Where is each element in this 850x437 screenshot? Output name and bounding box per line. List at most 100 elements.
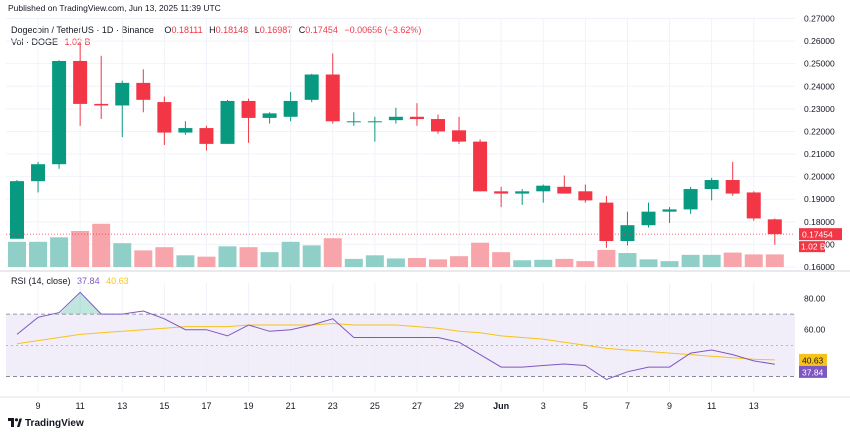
price-tick-label: 0.23000	[804, 104, 835, 114]
time-tick-label: 23	[328, 401, 338, 411]
candle-body	[599, 202, 614, 242]
candle-body	[346, 121, 361, 123]
time-tick-label: 9	[667, 401, 672, 411]
volume-badge-label: 1.02 B	[801, 242, 826, 252]
low-label: L	[254, 25, 260, 35]
time-tick-label: 27	[412, 401, 422, 411]
candle-body	[746, 192, 761, 219]
time-tick-label: 9	[36, 401, 41, 411]
candle-body	[473, 141, 488, 192]
volume-bar	[8, 241, 26, 267]
time-tick-label: 29	[454, 401, 464, 411]
volume-bar	[386, 258, 405, 267]
time-tick-label: 21	[286, 401, 296, 411]
candle-body	[494, 191, 509, 194]
candle-body	[557, 186, 572, 194]
symbol-name: Dogecoin / TetherUS · 1D · Binance	[11, 25, 154, 35]
open-value: 0.18111	[171, 25, 203, 35]
volume-bar	[765, 254, 784, 267]
time-tick-label: 11	[707, 401, 716, 411]
last-price-badge	[799, 228, 842, 241]
candle-body	[409, 116, 424, 120]
volume-bar	[429, 259, 447, 267]
volume-bar	[702, 254, 721, 267]
candle-body	[136, 82, 151, 100]
time-tick-label: 5	[583, 401, 588, 411]
volume-bar	[576, 261, 595, 267]
rsi-ma-value: 40.63	[106, 276, 129, 286]
time-tick-label: 3	[541, 401, 546, 411]
time-tick-label: 11	[75, 401, 84, 411]
volume-bar	[681, 254, 700, 267]
rsi-value: 37.84	[77, 276, 100, 286]
last-price-label: 0.17454	[802, 230, 833, 240]
candle-body	[388, 116, 403, 121]
time-tick-label: Jun	[493, 401, 509, 411]
high-label: H	[209, 25, 216, 35]
volume-bar	[113, 243, 132, 267]
price-tick-label: 0.27000	[804, 14, 835, 24]
footer-brand: TradingView	[25, 418, 84, 429]
price-tick-label: 0.26000	[804, 36, 835, 46]
volume-label: Vol · DOGE	[11, 37, 59, 47]
volume-bar	[71, 231, 90, 267]
volume-bar	[618, 253, 637, 267]
candle-body	[262, 113, 277, 118]
price-tick-label: 0.25000	[804, 59, 835, 69]
volume-bar	[134, 250, 153, 267]
rsi-label: RSI (14, close)	[11, 276, 71, 286]
candle-body	[767, 219, 782, 235]
candle-body	[31, 164, 46, 182]
candle-body	[157, 102, 172, 133]
candle-body	[662, 209, 677, 212]
candle-body	[431, 119, 445, 132]
volume-bar	[323, 238, 342, 267]
candle-body	[452, 130, 467, 142]
candle-body	[515, 191, 530, 194]
close-label: C	[298, 25, 306, 35]
tradingview-logo-icon	[8, 418, 22, 427]
candle-body	[199, 128, 214, 144]
rsi-badge-label: 37.84	[802, 367, 824, 377]
volume-bar	[597, 249, 616, 267]
change-value: −0.00656 (−3.62%)	[344, 25, 422, 35]
rsi-ma-line	[16, 322, 775, 361]
candle-body	[620, 225, 635, 242]
rsi-ma-badge	[799, 353, 827, 366]
volume-bar	[744, 254, 763, 267]
volume-bar	[281, 241, 300, 267]
volume-bar	[660, 261, 679, 267]
volume-bar	[155, 247, 174, 267]
volume-bar	[723, 252, 742, 267]
time-tick-label: 15	[159, 401, 169, 411]
candle-body	[641, 211, 656, 226]
volume-bar	[92, 223, 111, 267]
candle-body	[94, 103, 109, 106]
volume-bar	[260, 252, 279, 267]
rsi-tick-label: 80.00	[804, 294, 826, 304]
low-value: 0.16987	[259, 25, 293, 35]
volume-bar	[534, 259, 553, 267]
price-tick-label: 0.24000	[804, 81, 835, 91]
open-label: O	[164, 25, 172, 35]
tradingview-footer: TradingView	[8, 418, 84, 429]
rsi-tick-label: 60.00	[804, 325, 826, 335]
volume-bar	[450, 256, 469, 267]
rsi-badge	[799, 365, 827, 378]
volume-bar	[407, 258, 426, 267]
volume-bar	[239, 247, 258, 267]
candle-body	[115, 82, 130, 106]
volume-bar	[176, 255, 195, 267]
candle-body	[283, 100, 298, 117]
candle-body	[73, 60, 88, 104]
candle-body	[178, 128, 193, 133]
volume-bar	[639, 259, 658, 267]
volume-value: 1.02 B	[64, 37, 91, 47]
volume-bar	[492, 252, 511, 267]
candle-body	[704, 180, 719, 190]
volume-bar	[555, 258, 574, 267]
volume-bar	[218, 246, 237, 267]
volume-bar	[302, 245, 321, 267]
published-note: Published on TradingView.com, Jun 13, 20…	[8, 3, 221, 13]
